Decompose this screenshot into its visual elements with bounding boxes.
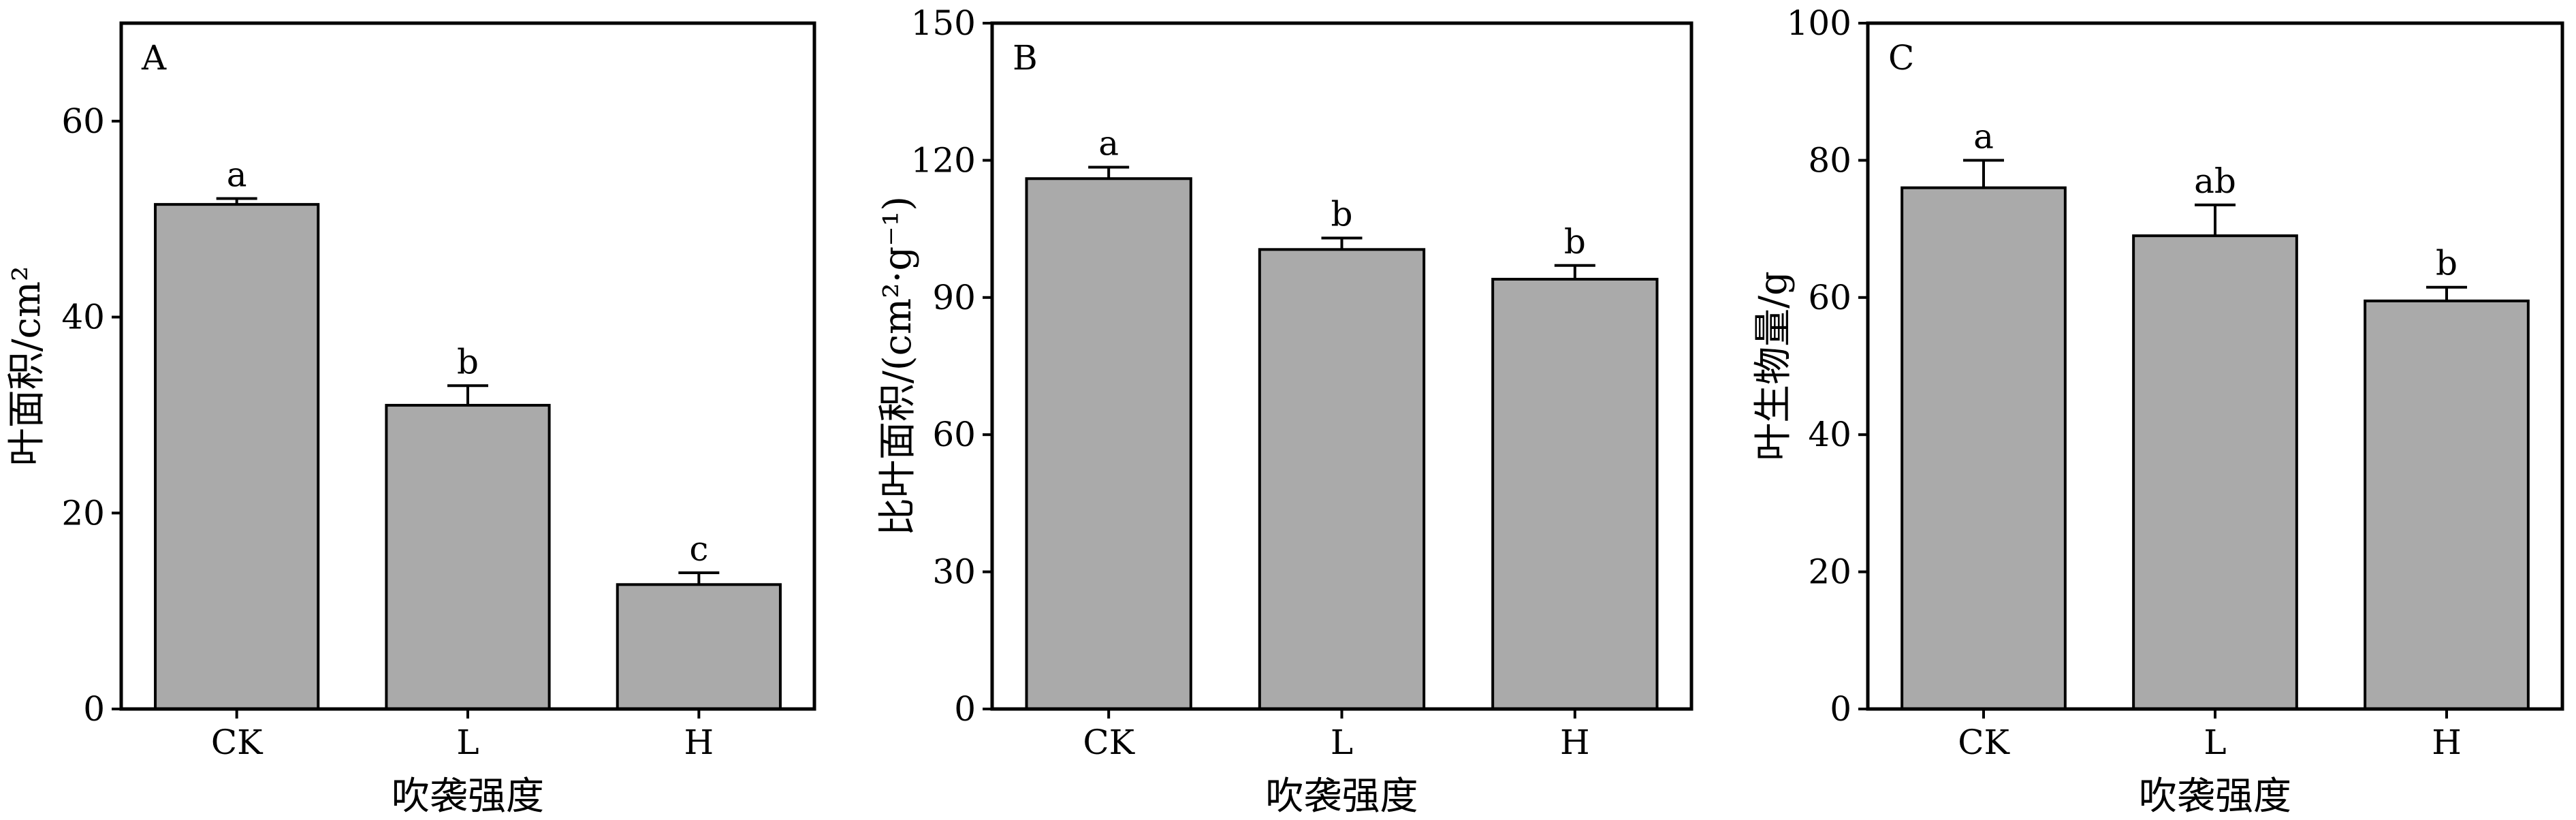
y-tick-label: 120 <box>911 140 976 180</box>
significance-label-l: b <box>457 342 479 381</box>
y-tick-label: 60 <box>61 101 105 141</box>
y-axis-title: 叶面积/cm² <box>5 266 49 467</box>
y-tick-label: 0 <box>1830 689 1851 729</box>
bar-l <box>385 404 551 710</box>
significance-label-h: c <box>689 529 708 569</box>
bar-h <box>2364 299 2530 710</box>
panel-label: B <box>1013 38 1038 78</box>
y-axis-title: 叶生物量/g <box>1751 271 1796 461</box>
panel-label: C <box>1888 38 1914 78</box>
chart-panel-a: a CK b Lc H 0 20 40 60 A 吹袭强度 叶面积/cm² <box>5 21 816 819</box>
x-tick-label-h: H <box>2432 723 2462 762</box>
x-tick-label-h: H <box>1560 723 1590 762</box>
bar-h <box>616 583 782 711</box>
x-tick-label-ck: CK <box>1958 723 2010 762</box>
y-tick-label: 40 <box>61 298 105 337</box>
chart-panel-b: a CK b Lb H 0 30 60 90 120 150 B 吹袭强度 比叶面积/(cm²·g⁻¹) <box>876 3 1694 819</box>
plot-frame <box>990 21 1694 711</box>
x-tick-label-l: L <box>2204 723 2226 762</box>
significance-label-h: b <box>2436 244 2458 283</box>
x-axis-title: 吹袭强度 <box>1266 774 1418 819</box>
y-tick-label: 40 <box>1808 415 1851 454</box>
bar-l <box>1258 248 1426 710</box>
bar-ck <box>154 203 320 710</box>
y-tick-label: 150 <box>911 3 976 43</box>
y-tick-label: 20 <box>1808 552 1851 592</box>
x-tick-label-ck: CK <box>211 723 264 762</box>
significance-label-l: ab <box>2194 161 2236 201</box>
y-tick-label: 60 <box>1808 278 1851 317</box>
y-tick-label: 0 <box>954 689 976 729</box>
y-tick-label: 0 <box>83 689 105 729</box>
y-axis-title: 比叶面积/(cm²·g⁻¹) <box>876 196 920 536</box>
plot-frame <box>1866 21 2564 711</box>
bar-l <box>2132 234 2298 711</box>
x-tick-label-ck: CK <box>1083 723 1135 762</box>
plot-frame <box>119 21 816 711</box>
bar-h <box>1491 277 1659 710</box>
significance-label-ck: a <box>1098 123 1119 163</box>
y-tick-label: 80 <box>1808 140 1851 180</box>
bar-ck <box>1025 177 1192 710</box>
significance-label-h: b <box>1564 222 1586 262</box>
x-tick-label-l: L <box>456 723 479 762</box>
x-axis-title: 吹袭强度 <box>392 774 544 819</box>
significance-label-ck: a <box>227 155 247 195</box>
bar-ck <box>1901 186 2067 710</box>
y-tick-label: 30 <box>932 552 976 592</box>
significance-label-ck: a <box>1973 116 1994 156</box>
y-tick-label: 20 <box>61 493 105 533</box>
x-axis-title: 吹袭强度 <box>2139 774 2291 819</box>
chart-panel-c: a CK ab Lb H 0 20 40 60 80 100 C 吹袭强度 叶生物量/g <box>1751 3 2564 819</box>
y-tick-label: 90 <box>932 278 976 317</box>
significance-label-l: b <box>1331 195 1352 234</box>
panel-label: A <box>141 38 167 78</box>
y-tick-label: 100 <box>1787 3 1851 43</box>
y-tick-label: 60 <box>932 415 976 454</box>
x-tick-label-h: H <box>684 723 714 762</box>
x-tick-label-l: L <box>1331 723 1353 762</box>
